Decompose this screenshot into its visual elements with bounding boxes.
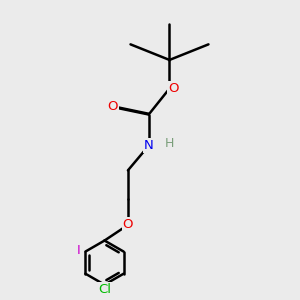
Text: O: O — [168, 82, 178, 95]
Text: I: I — [77, 244, 81, 257]
Text: N: N — [144, 139, 154, 152]
Text: O: O — [107, 100, 118, 113]
Text: Cl: Cl — [98, 284, 111, 296]
Text: O: O — [123, 218, 133, 232]
Text: H: H — [165, 136, 174, 150]
